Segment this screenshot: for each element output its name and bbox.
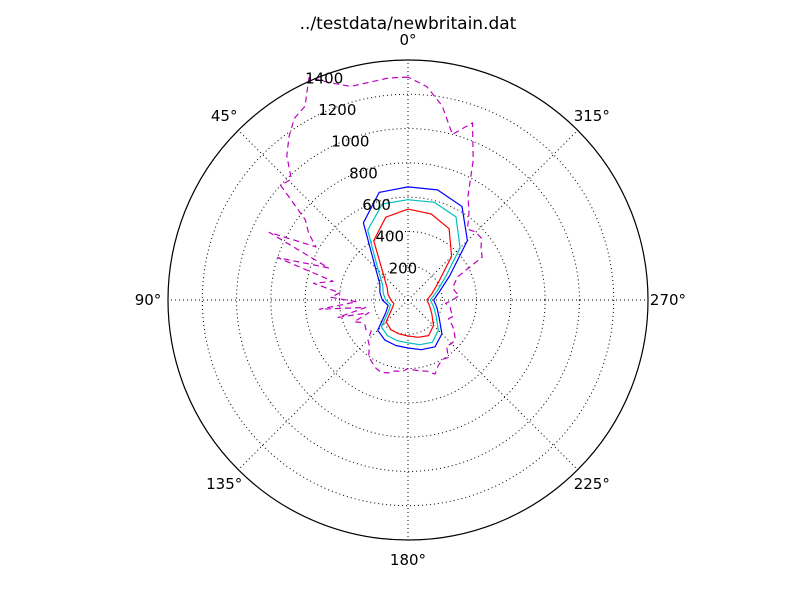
angular-gridline bbox=[407, 299, 579, 471]
angle-tick-label: 315° bbox=[574, 107, 610, 125]
chart-title: ../testdata/newbritain.dat bbox=[300, 14, 517, 34]
angle-tick-label: 45° bbox=[211, 107, 238, 125]
series-line bbox=[367, 199, 461, 346]
tick-labels: 0° 45° 90° 135° 180° 225° 270° 315° 200 400 600 800… bbox=[135, 31, 686, 569]
series-line bbox=[268, 76, 483, 375]
radial-tick-label: 1200 bbox=[318, 101, 356, 119]
radial-tick-label: 200 bbox=[389, 259, 418, 277]
radial-tick-label: 600 bbox=[362, 196, 391, 214]
angle-tick-label: 270° bbox=[650, 291, 686, 309]
angle-tick-label: 0° bbox=[399, 31, 416, 49]
radial-gridline bbox=[373, 265, 443, 335]
radial-tick-label: 1400 bbox=[305, 69, 343, 87]
angle-tick-label: 90° bbox=[135, 291, 162, 309]
radial-gridline bbox=[201, 93, 615, 507]
radial-tick-label: 800 bbox=[349, 164, 378, 182]
radial-gridline bbox=[304, 196, 512, 404]
angular-gridline bbox=[237, 299, 409, 471]
polar-frame bbox=[167, 59, 649, 541]
angle-tick-label: 180° bbox=[390, 551, 426, 569]
angular-gridline bbox=[407, 129, 579, 301]
angle-tick-label: 135° bbox=[206, 475, 242, 493]
angular-gridline bbox=[237, 129, 409, 301]
radial-gridline bbox=[270, 162, 546, 438]
polar-grid bbox=[168, 60, 648, 540]
angle-tick-label: 225° bbox=[574, 475, 610, 493]
series-line bbox=[362, 186, 468, 351]
radial-tick-label: 1000 bbox=[331, 133, 369, 151]
series-layer bbox=[268, 76, 483, 375]
radial-gridline bbox=[236, 128, 580, 472]
series-line bbox=[373, 208, 453, 338]
radial-tick-label: 400 bbox=[375, 228, 404, 246]
